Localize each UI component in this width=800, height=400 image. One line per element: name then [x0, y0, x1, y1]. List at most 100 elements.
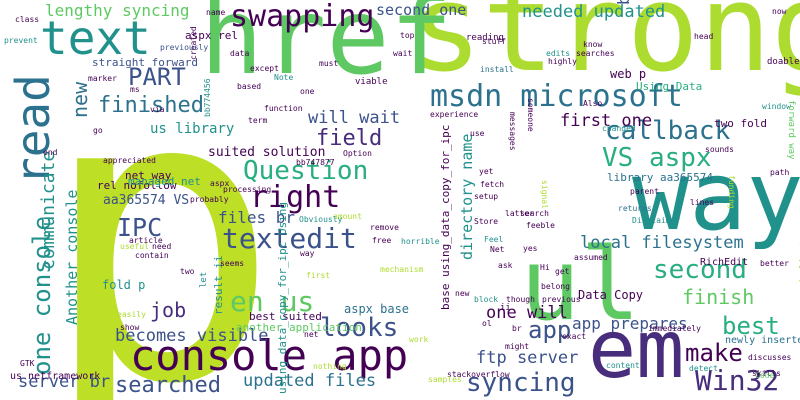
cloud-word: Code — [755, 371, 775, 380]
cloud-word: br — [512, 324, 522, 333]
cloud-word: ftp server — [476, 348, 579, 368]
cloud-word: swapping — [230, 0, 375, 34]
cloud-word: us netframework — [10, 371, 101, 382]
cloud-word: web p — [610, 67, 647, 81]
cloud-word: VS aspx — [602, 143, 712, 173]
cloud-word: experience — [430, 110, 479, 119]
cloud-word: textedit — [222, 222, 357, 255]
cloud-word: someone — [526, 98, 535, 132]
cloud-word: Question — [243, 156, 369, 186]
cloud-word: probably — [190, 195, 229, 204]
cloud-word: rel nofollow — [97, 179, 177, 192]
cloud-word: search — [520, 209, 549, 218]
cloud-word: latter — [505, 209, 534, 218]
cloud-word: messages — [508, 112, 517, 151]
cloud-word: net — [304, 330, 319, 339]
cloud-word: data — [230, 49, 250, 58]
cloud-word: marker — [88, 74, 117, 83]
cloud-word: Obviously — [299, 215, 343, 224]
cloud-word: Using Data — [636, 80, 703, 93]
cloud-word: lines — [690, 198, 715, 207]
cloud-word: go — [93, 126, 103, 135]
cloud-word: best — [722, 312, 780, 340]
cloud-word: new — [455, 289, 470, 298]
cloud-word: signal — [540, 180, 549, 209]
cloud-word: bb774456 — [203, 78, 212, 117]
cloud-word: local filesystem — [580, 233, 744, 253]
cloud-word: managed net — [128, 175, 201, 188]
cloud-word: searched — [115, 373, 221, 398]
cloud-word: console app — [130, 331, 409, 380]
cloud-word: use — [470, 129, 485, 138]
cloud-word: head — [694, 32, 714, 41]
cloud-word: new — [68, 81, 92, 118]
cloud-word: setup — [474, 192, 499, 201]
cloud-word: yet — [479, 167, 494, 176]
cloud-word: useful — [120, 242, 149, 251]
cloud-word: Net — [490, 245, 505, 254]
cloud-word: en us — [230, 285, 315, 318]
cloud-word: class — [15, 15, 40, 24]
cloud-word: content — [606, 361, 640, 370]
cloud-word: ol — [482, 319, 492, 328]
cloud-word: fetch — [480, 180, 505, 189]
cloud-word: need — [152, 242, 172, 251]
cloud-word: job — [150, 298, 187, 322]
cloud-word: becomes visible — [115, 326, 269, 346]
cloud-word: first one — [560, 111, 653, 131]
cloud-word: callback — [605, 116, 731, 146]
cloud-word: appreciated — [103, 156, 156, 165]
cloud-word: assumed — [574, 253, 608, 262]
cloud-word: right — [250, 180, 341, 215]
cloud-word: needed updated — [522, 2, 666, 22]
cloud-word: exact — [562, 332, 587, 341]
cloud-word: looks — [320, 313, 399, 343]
cloud-word: let — [199, 271, 209, 288]
cloud-word: remove — [370, 223, 399, 232]
cloud-word: files br — [218, 208, 296, 227]
cloud-word: path — [770, 168, 790, 177]
cloud-word: Another console — [63, 189, 81, 325]
cloud-word: get — [555, 267, 570, 276]
cloud-word: stackoverflow — [447, 370, 510, 379]
cloud-word: know — [583, 40, 603, 49]
cloud-word: samples — [428, 375, 462, 384]
cloud-word: based — [237, 82, 262, 91]
cloud-word: edits — [546, 49, 571, 58]
cloud-word: Data Copy — [578, 288, 644, 302]
cloud-word: one — [300, 87, 315, 96]
cloud-word: msdn microsoft — [430, 79, 683, 114]
cloud-word: Also — [583, 99, 603, 108]
cloud-word: GTK — [20, 359, 35, 368]
cloud-word: suited solution — [208, 145, 326, 160]
cloud-word: way — [300, 249, 315, 258]
cloud-word: ii — [500, 303, 511, 313]
cloud-word: two fold — [714, 117, 767, 130]
cloud-word: free — [372, 236, 392, 245]
cloud-word: Feel — [484, 235, 504, 244]
cloud-word: block — [474, 295, 499, 304]
cloud-word: article — [129, 236, 163, 245]
cloud-word: feeble — [526, 221, 555, 230]
cloud-word: previous — [542, 295, 581, 304]
cloud-word: Win32 — [695, 364, 780, 397]
cloud-word: stuff — [482, 37, 507, 46]
cloud-word: processing — [223, 185, 272, 194]
cloud-word: except — [250, 64, 279, 73]
cloud-word: prevent — [4, 36, 38, 45]
cloud-word: funding — [727, 175, 736, 209]
cloud-word: IPC — [117, 213, 163, 242]
cloud-word: might — [505, 342, 530, 351]
cloud-word: ms — [130, 85, 140, 94]
cloud-word: library aa365574 — [607, 171, 713, 184]
cloud-word: skills — [752, 369, 781, 378]
cloud-word: wait — [393, 49, 413, 58]
cloud-word: way — [632, 142, 800, 252]
cloud-word: best suited — [249, 310, 322, 323]
cloud-word: show — [120, 323, 140, 332]
cloud-word: one will — [486, 303, 568, 323]
cloud-word: immediately — [648, 324, 701, 333]
cloud-word: aspx base — [344, 302, 410, 316]
cloud-word: doable — [767, 57, 800, 67]
cloud-word: now — [772, 7, 787, 16]
